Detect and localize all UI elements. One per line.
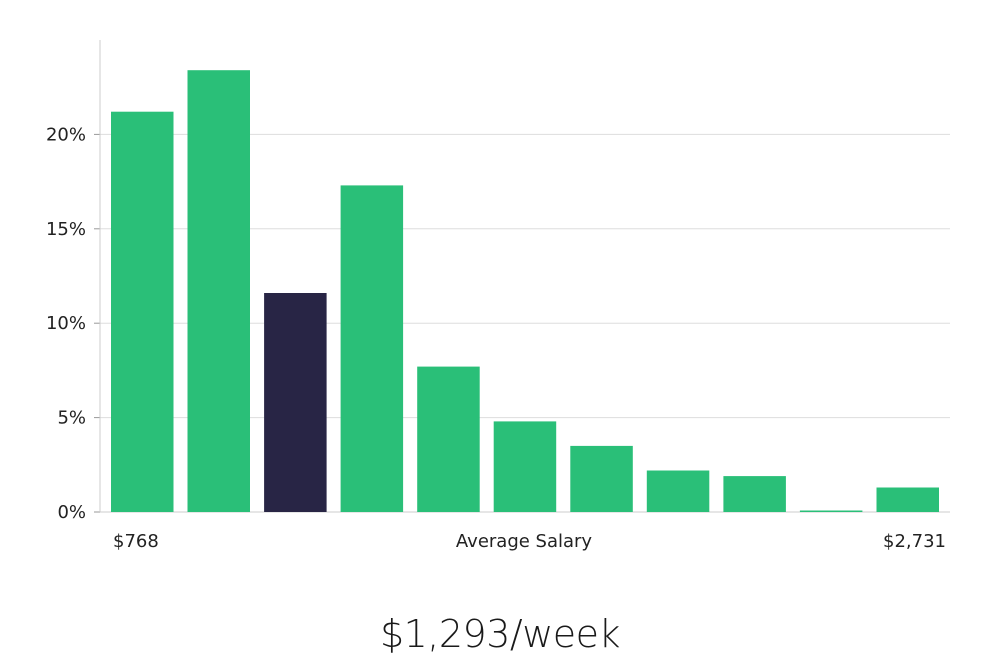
salary-histogram: 0% 5% 10% 15% 20% $768 Average Salary $2,731: [46, 40, 950, 552]
average-weekly-salary: $1,293/week: [379, 612, 621, 656]
bar[interactable]: [187, 70, 251, 512]
x-min-label: $768: [113, 531, 159, 552]
bar[interactable]: [111, 111, 174, 512]
bar[interactable]: [799, 510, 863, 513]
bar[interactable]: [340, 185, 404, 512]
bar-highlighted[interactable]: [264, 293, 327, 512]
y-tick-label: 20%: [46, 124, 86, 145]
y-tick-label: 10%: [46, 313, 86, 334]
y-tick-label: 5%: [57, 408, 86, 429]
bar[interactable]: [493, 421, 557, 512]
bar[interactable]: [646, 470, 710, 513]
bar[interactable]: [417, 366, 480, 512]
bar[interactable]: [570, 445, 633, 512]
y-tick-label: 15%: [46, 219, 86, 240]
bars: [111, 70, 939, 512]
x-max-label: $2,731: [883, 531, 946, 552]
bar[interactable]: [723, 476, 786, 512]
y-tick-label: 0%: [57, 502, 86, 523]
x-axis-title: Average Salary: [456, 531, 593, 552]
y-axis-ticks: 0% 5% 10% 15% 20%: [46, 124, 100, 523]
bar[interactable]: [876, 487, 940, 513]
